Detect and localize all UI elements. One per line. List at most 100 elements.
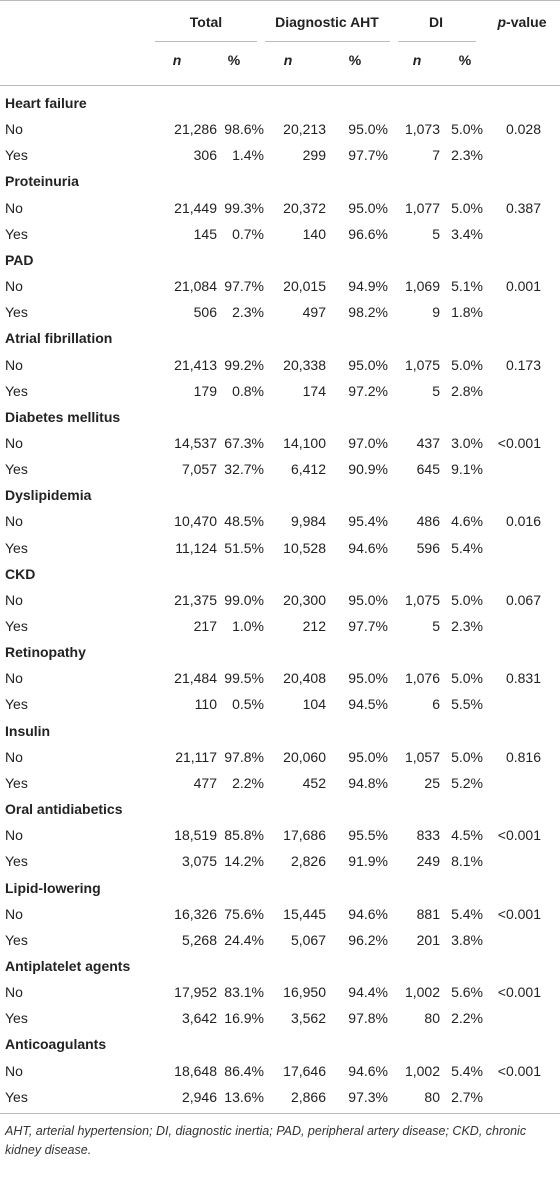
cell: 1,057 (404, 748, 440, 765)
cell: 1.8% (451, 304, 483, 321)
p-value: 0.028 (505, 121, 541, 138)
section-title: CKD (5, 565, 36, 582)
cell: 4.6% (451, 513, 483, 530)
cell: 645 (416, 461, 440, 478)
cell: 452 (302, 774, 326, 791)
section-title: Diabetes mellitus (5, 408, 121, 425)
cell: 2,866 (290, 1088, 326, 1105)
section-title: PAD (5, 251, 34, 268)
cell: 10,528 (283, 539, 326, 556)
cell: 21,286 (174, 121, 217, 138)
cell: 94.6% (348, 539, 388, 556)
cell: 5.4% (451, 905, 483, 922)
cell: 1,075 (404, 591, 440, 608)
cell: 2,946 (181, 1088, 217, 1105)
cell: 9 (432, 304, 440, 321)
cell: 6 (432, 696, 440, 713)
cell: 0.5% (232, 696, 264, 713)
cell: 14,537 (174, 434, 217, 451)
row-label: No (5, 1062, 23, 1079)
p-value: 0.831 (505, 670, 541, 687)
cell: 0.7% (232, 225, 264, 242)
cell: 14.2% (224, 853, 264, 870)
cell: 18,519 (174, 827, 217, 844)
cell: 99.2% (224, 356, 264, 373)
cell: 91.9% (348, 853, 388, 870)
p-value: 0.816 (505, 748, 541, 765)
cell: 21,484 (174, 670, 217, 687)
cell: 201 (416, 931, 440, 948)
cell: 95.4% (348, 513, 388, 530)
cell: 25 (424, 774, 440, 791)
cell: 5 (432, 382, 440, 399)
bottom-rule (0, 1113, 560, 1114)
section-title: Retinopathy (5, 644, 86, 661)
cell: 96.2% (348, 931, 388, 948)
footnote: AHT, arterial hypertension; DI, diagnost… (5, 1124, 527, 1157)
cell: 24.4% (224, 931, 264, 948)
cell: 83.1% (224, 984, 264, 1001)
cell: 179 (193, 382, 217, 399)
row-label: Yes (5, 1010, 28, 1027)
cell: 97.2% (348, 382, 388, 399)
row-label: Yes (5, 382, 28, 399)
row-label: Yes (5, 931, 28, 948)
sub-header: % (458, 52, 472, 68)
pvalue-italic: p (497, 14, 507, 30)
group-header: Diagnostic AHT (275, 14, 379, 30)
cell: 96.6% (348, 225, 388, 242)
row-label: Yes (5, 539, 28, 556)
row-label: Yes (5, 147, 28, 164)
cell: 5.5% (451, 696, 483, 713)
cell: 20,300 (283, 591, 326, 608)
section-title: Insulin (5, 722, 51, 739)
cell: 32.7% (224, 461, 264, 478)
cell: 5.0% (451, 121, 483, 138)
cell: 833 (416, 827, 440, 844)
cell: 506 (193, 304, 217, 321)
group-header: Total (189, 14, 223, 30)
cell: 95.0% (348, 121, 388, 138)
cell: 21,449 (174, 199, 217, 216)
cell: 99.5% (224, 670, 264, 687)
cell: 95.0% (348, 199, 388, 216)
section-title: Heart failure (5, 95, 87, 111)
cell: 5.6% (451, 984, 483, 1001)
cell: 3,642 (181, 1010, 217, 1027)
cell: 1,073 (404, 121, 440, 138)
cell: 1,076 (404, 670, 440, 687)
cell: 10,470 (174, 513, 217, 530)
cell: 14,100 (283, 434, 326, 451)
cell: 104 (302, 696, 326, 713)
cell: 2,826 (290, 853, 326, 870)
p-value: <0.001 (497, 827, 541, 844)
cell: 1,002 (404, 984, 440, 1001)
cell: 97.8% (348, 1010, 388, 1027)
cell: 881 (416, 905, 440, 922)
cell: 21,084 (174, 278, 217, 295)
cell: 86.4% (224, 1062, 264, 1079)
cell: 497 (302, 304, 326, 321)
section-title: Anticoagulants (5, 1036, 107, 1053)
cell: 3.4% (451, 225, 483, 242)
cell: 5.1% (451, 278, 483, 295)
cell: 97.0% (348, 434, 388, 451)
row-label: No (5, 199, 23, 216)
cell: 3,562 (290, 1010, 326, 1027)
cell: 249 (416, 853, 440, 870)
row-label: No (5, 984, 23, 1001)
cell: 5.0% (451, 591, 483, 608)
cell: 5.4% (451, 1062, 483, 1079)
cell: 0.8% (232, 382, 264, 399)
cell: 94.6% (348, 905, 388, 922)
cell: 95.0% (348, 748, 388, 765)
p-value: <0.001 (497, 984, 541, 1001)
cell: 145 (193, 225, 217, 242)
cell: 1.0% (232, 618, 264, 634)
section-title: Atrial fibrillation (5, 330, 113, 347)
section-title: Lipid-lowering (5, 879, 101, 896)
cell: 97.8% (224, 748, 264, 765)
cell: 13.6% (224, 1088, 264, 1105)
cell: 140 (302, 225, 326, 242)
cell: 17,686 (283, 827, 326, 844)
